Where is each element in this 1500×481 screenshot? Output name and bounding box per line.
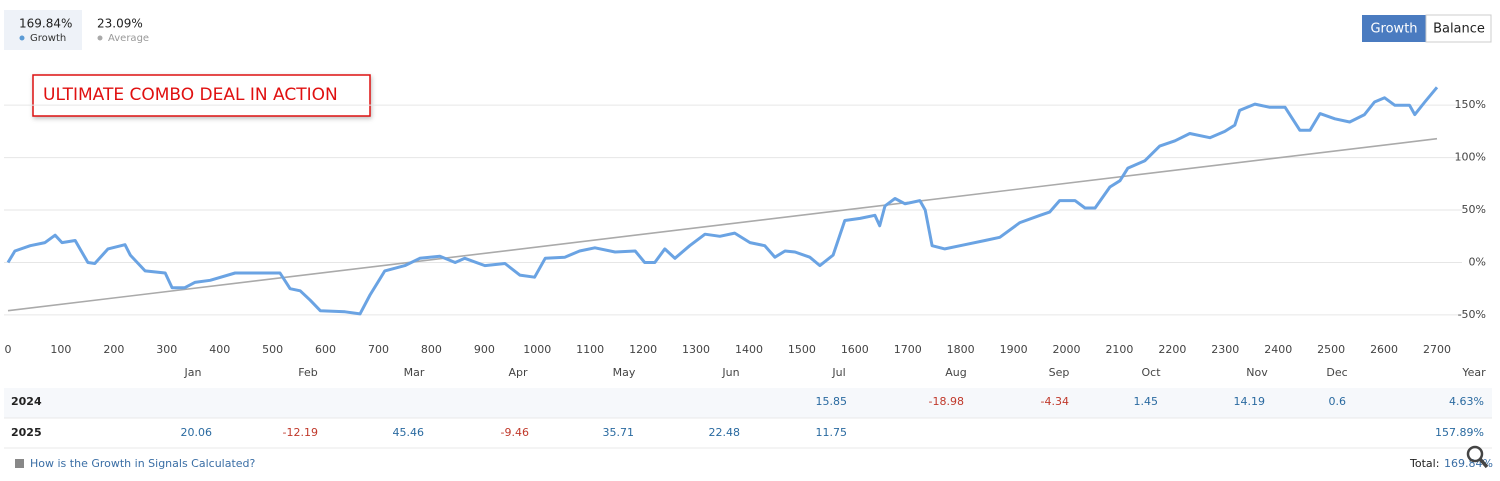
year-label: 2024: [11, 395, 42, 408]
cell-value: 11.75: [816, 426, 848, 439]
cell-value: 20.06: [181, 426, 213, 439]
x-tick-label: 500: [262, 343, 283, 356]
x-tick-label: 400: [209, 343, 230, 356]
month-header: Jun: [721, 366, 739, 379]
row-band: [4, 388, 1492, 418]
x-tick-label: 300: [156, 343, 177, 356]
tab-label: Growth: [1370, 22, 1417, 37]
month-header: Nov: [1246, 366, 1268, 379]
x-tick-label: 2100: [1105, 343, 1133, 356]
summary-value: 169.84%: [19, 17, 72, 31]
summary-active: [4, 10, 82, 50]
month-header: Jan: [184, 366, 202, 379]
cell-value: 15.85: [816, 395, 848, 408]
x-tick-label: 1500: [788, 343, 816, 356]
month-header: Sep: [1049, 366, 1070, 379]
cell-value: -12.19: [283, 426, 318, 439]
tab-label: Balance: [1433, 22, 1485, 37]
zoom-icon-handle: [1478, 457, 1489, 469]
y-tick-label: 0%: [1469, 255, 1486, 268]
x-tick-label: 900: [474, 343, 495, 356]
cell-value: 1.45: [1134, 395, 1159, 408]
x-tick-label: 1000: [523, 343, 551, 356]
x-tick-label: 1800: [947, 343, 975, 356]
x-tick-label: 1200: [629, 343, 657, 356]
x-tick-label: 1300: [682, 343, 710, 356]
help-link[interactable]: How is the Growth in Signals Calculated?: [30, 457, 256, 470]
summary-value: 23.09%: [97, 17, 143, 31]
annotation-box: [32, 74, 371, 117]
cell-value: 4.63%: [1449, 395, 1484, 408]
help-icon: [15, 459, 24, 468]
cell-value: 35.71: [603, 426, 635, 439]
x-tick-label: 2200: [1158, 343, 1186, 356]
tab-active[interactable]: [1362, 15, 1426, 42]
month-header: Apr: [508, 366, 528, 379]
cell-value: 22.48: [709, 426, 741, 439]
month-header: Mar: [404, 366, 425, 379]
cell-value: -4.34: [1041, 395, 1069, 408]
x-tick-label: 2700: [1423, 343, 1451, 356]
month-header: Jul: [831, 366, 845, 379]
year-label: 2025: [11, 426, 42, 439]
x-tick-label: 1400: [735, 343, 763, 356]
series-line: [7, 137, 1438, 312]
y-tick-label: 50%: [1462, 203, 1486, 216]
x-tick-label: 800: [421, 343, 442, 356]
cell-value: -18.98: [929, 395, 964, 408]
summary-dot: [19, 35, 25, 41]
zoom-icon[interactable]: [1466, 445, 1484, 463]
cell-value: 14.19: [1234, 395, 1266, 408]
series-line: [6, 86, 1439, 316]
total-label: Total:: [1409, 457, 1439, 470]
summary-label: Growth: [30, 33, 66, 44]
x-tick-label: 2300: [1211, 343, 1239, 356]
x-tick-label: 1900: [1000, 343, 1028, 356]
month-header: May: [613, 366, 636, 379]
x-tick-label: 700: [368, 343, 389, 356]
cell-value: 157.89%: [1435, 426, 1484, 439]
x-tick-label: 0: [5, 343, 12, 356]
cell-value: -9.46: [501, 426, 529, 439]
annotation: ULTIMATE COMBO DEAL IN ACTION: [43, 85, 338, 105]
month-header: Aug: [945, 366, 966, 379]
x-tick-label: 100: [50, 343, 71, 356]
tab[interactable]: [1425, 14, 1492, 43]
x-tick-label: 600: [315, 343, 336, 356]
y-tick-label: 150%: [1455, 98, 1486, 111]
month-header: Year: [1461, 366, 1486, 379]
x-tick-label: 2500: [1317, 343, 1345, 356]
y-tick-label: -50%: [1458, 308, 1486, 321]
x-tick-label: 1700: [894, 343, 922, 356]
y-tick-label: 100%: [1455, 151, 1486, 164]
x-tick-label: 2600: [1370, 343, 1398, 356]
x-tick-label: 200: [103, 343, 124, 356]
summary-dot: [97, 35, 103, 41]
month-header: Oct: [1141, 366, 1161, 379]
summary-label: Average: [108, 33, 149, 44]
x-tick-label: 2000: [1053, 343, 1081, 356]
x-tick-label: 1600: [841, 343, 869, 356]
month-header: Feb: [298, 366, 317, 379]
month-header: Dec: [1326, 366, 1347, 379]
cell-value: 0.6: [1329, 395, 1347, 408]
x-tick-label: 2400: [1264, 343, 1292, 356]
cell-value: 45.46: [393, 426, 425, 439]
x-tick-label: 1100: [576, 343, 604, 356]
